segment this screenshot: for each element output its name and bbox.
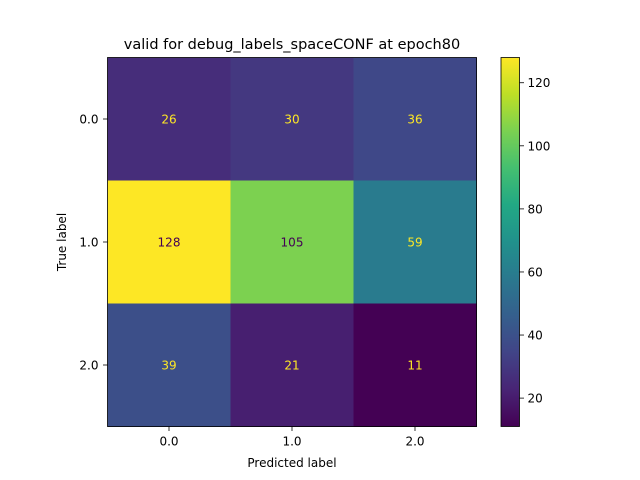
colorbar-tick-label: 80 [528,202,543,216]
heatmap-cell [353,303,477,427]
heatmap-cell [230,57,354,181]
heatmap-cell [107,57,231,181]
colorbar [501,57,520,427]
heatmap-cell [353,57,477,181]
cell-value-label: 105 [281,236,304,250]
cell-value-label: 59 [407,236,422,250]
x-axis-ticks: 0.0 1.0 2.0 [159,426,425,449]
y-tick-label: 1.0 [79,236,98,250]
colorbar-tick-label: 40 [528,329,543,343]
colorbar-ticks: 20 40 60 80 100 120 [519,76,551,406]
cell-value-label: 30 [284,113,299,127]
y-axis-ticks: 0.0 1.0 2.0 [79,113,108,373]
colorbar-tick-label: 60 [528,265,543,279]
x-tick-label: 0.0 [159,435,178,449]
x-tick-label: 2.0 [405,435,424,449]
y-tick-label: 0.0 [79,113,98,127]
y-axis-label: True label [55,213,69,272]
heatmap-cells [107,57,477,427]
colorbar-frame [500,57,520,427]
heatmap-cell [353,180,477,304]
cell-value-label: 39 [161,359,176,373]
cell-value-label: 26 [161,113,176,127]
chart-title: valid for debug_labels_spaceCONF at epoc… [124,37,460,53]
colorbar-tick-label: 100 [528,139,551,153]
cell-value-label: 11 [407,359,422,373]
heatmap-cell [230,180,354,304]
cell-value-label: 21 [284,359,299,373]
colorbar-tick-label: 120 [528,76,551,90]
colorbar-tick-label: 20 [528,392,543,406]
heatmap-cell [230,303,354,427]
heatmap-cell [107,303,231,427]
y-tick-label: 2.0 [79,359,98,373]
x-tick-label: 1.0 [282,435,301,449]
heatmap-cell [107,180,231,304]
x-axis-label: Predicted label [247,456,336,470]
cell-value-label: 128 [158,236,181,250]
cell-value-label: 36 [407,113,422,127]
heatmap-cell-labels: 26 30 36 128 105 59 39 21 11 [158,113,423,373]
